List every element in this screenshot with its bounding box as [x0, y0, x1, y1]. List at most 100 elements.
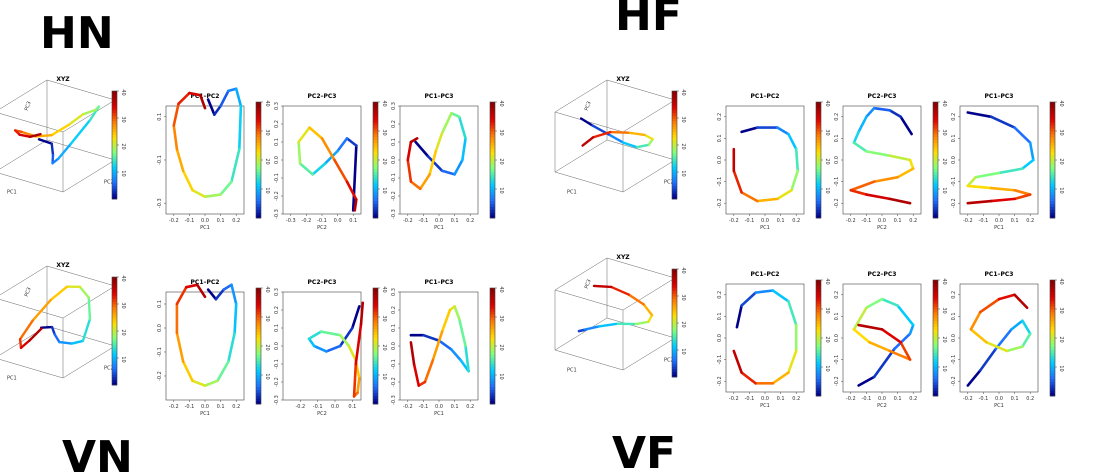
- colorbar-segment: [672, 115, 677, 119]
- trajectory-segment: [978, 297, 1001, 314]
- colorbar-segment: [672, 336, 677, 340]
- cube-trajectory-segment: [635, 143, 650, 149]
- colorbar-segment: [490, 165, 495, 170]
- colorbar-tick-label: 20: [680, 143, 686, 149]
- panel-label: VN: [62, 432, 133, 475]
- colorbar-segment: [373, 200, 378, 204]
- colorbar-segment: [490, 305, 495, 309]
- colorbar-segment: [373, 299, 378, 303]
- colorbar-segment: [373, 189, 378, 193]
- colorbar-segment: [256, 354, 261, 358]
- colorbar-segment: [490, 160, 495, 164]
- trajectory-segment: [453, 305, 461, 321]
- colorbar-segment: [373, 122, 378, 126]
- colorbar-segment: [256, 194, 261, 199]
- colorbar-segment: [1050, 280, 1055, 284]
- colorbar-segment: [672, 131, 677, 135]
- colorbar-segment: [816, 352, 821, 356]
- colorbar-segment: [816, 154, 821, 158]
- colorbar-segment: [933, 346, 938, 350]
- cube-trajectory-segment: [31, 299, 52, 322]
- cube-edge: [606, 317, 676, 339]
- colorbar-segment: [672, 93, 677, 97]
- colorbar-segment: [256, 369, 261, 373]
- colorbar-segment: [256, 334, 261, 338]
- colorbar-segment: [933, 361, 938, 365]
- colorbar-segment: [112, 115, 117, 119]
- colorbar-segment: [816, 119, 821, 123]
- x-tick-label: 0.1: [1011, 218, 1019, 224]
- colorbar-segment: [672, 339, 677, 343]
- cube-edge: [622, 159, 676, 193]
- trajectory-segment: [412, 362, 421, 387]
- colorbar-segment: [373, 328, 378, 332]
- colorbar-segment: [373, 128, 378, 132]
- colorbar-segment: [112, 101, 117, 105]
- colorbar-segment: [816, 145, 821, 149]
- y-tick-label: 0.2: [717, 291, 723, 299]
- colorbar-segment: [933, 215, 938, 219]
- cube-trajectory-segment: [597, 322, 619, 328]
- colorbar-segment: [256, 197, 261, 201]
- x-tick-label: -0.2: [729, 396, 739, 402]
- trajectory-segment: [297, 126, 311, 144]
- colorbar-segment: [672, 112, 677, 116]
- y-tick-label: -0.1: [274, 359, 280, 369]
- trajectory-segment: [219, 180, 233, 196]
- x-axis-label: PC1: [760, 225, 770, 231]
- colorbar-segment: [672, 120, 677, 124]
- trajectory-segment: [298, 162, 314, 176]
- colorbar-segment: [373, 125, 378, 129]
- cube-trajectory-segment: [626, 131, 646, 137]
- colorbar-segment: [112, 341, 117, 345]
- plot-title: PC2–PC3: [868, 271, 897, 278]
- trajectory-segment: [188, 91, 202, 97]
- y-tick-label: -0.1: [834, 355, 840, 365]
- x-tick-label: 0.0: [761, 396, 769, 402]
- colorbar-segment: [933, 384, 938, 388]
- colorbar-segment: [256, 296, 261, 300]
- cube-edge: [606, 139, 676, 161]
- plot-title: PC1–PC2: [751, 93, 780, 100]
- colorbar-segment: [112, 150, 117, 154]
- colorbar-segment: [672, 285, 677, 289]
- trajectory-segment: [203, 193, 222, 199]
- trajectory-segment: [857, 115, 868, 134]
- colorbar-segment: [112, 379, 117, 383]
- y-tick-label: -0.2: [834, 198, 840, 208]
- colorbar-segment: [490, 133, 495, 138]
- colorbar-segment: [373, 197, 378, 201]
- colorbar-segment: [1050, 104, 1055, 109]
- y-tick-label: 0.3: [391, 288, 397, 296]
- colorbar-segment: [816, 297, 821, 301]
- colorbar-segment: [373, 194, 378, 199]
- trajectory-segment: [191, 379, 207, 387]
- x-tick-label: -0.2: [169, 404, 179, 410]
- y-tick-label: -0.2: [717, 198, 723, 208]
- y-tick-label: 0.1: [391, 324, 397, 332]
- trajectory-segment: [794, 147, 800, 173]
- trajectory-segment: [353, 198, 358, 212]
- colorbar-segment: [816, 215, 821, 219]
- colorbar-segment: [490, 206, 495, 210]
- y-tick-label: -0.1: [274, 173, 280, 183]
- colorbar-segment: [373, 325, 378, 329]
- colorbar-segment: [1050, 381, 1055, 385]
- colorbar-segment: [490, 351, 495, 356]
- colorbar-segment: [672, 320, 677, 324]
- colorbar-segment: [1050, 349, 1055, 353]
- colorbar-segment: [1050, 160, 1055, 164]
- colorbar-segment: [816, 381, 821, 385]
- colorbar-segment: [816, 329, 821, 333]
- trajectory-segment: [307, 337, 316, 348]
- x-tick-label: 0.1: [777, 396, 785, 402]
- colorbar-segment: [816, 125, 821, 129]
- colorbar-segment: [256, 168, 261, 172]
- colorbar-segment: [490, 299, 495, 303]
- colorbar-segment: [490, 186, 495, 190]
- colorbar-segment: [490, 131, 495, 135]
- colorbar-segment: [933, 104, 938, 109]
- colorbar-segment: [933, 186, 938, 190]
- colorbar-segment: [112, 174, 117, 178]
- trajectory-segment: [440, 308, 452, 333]
